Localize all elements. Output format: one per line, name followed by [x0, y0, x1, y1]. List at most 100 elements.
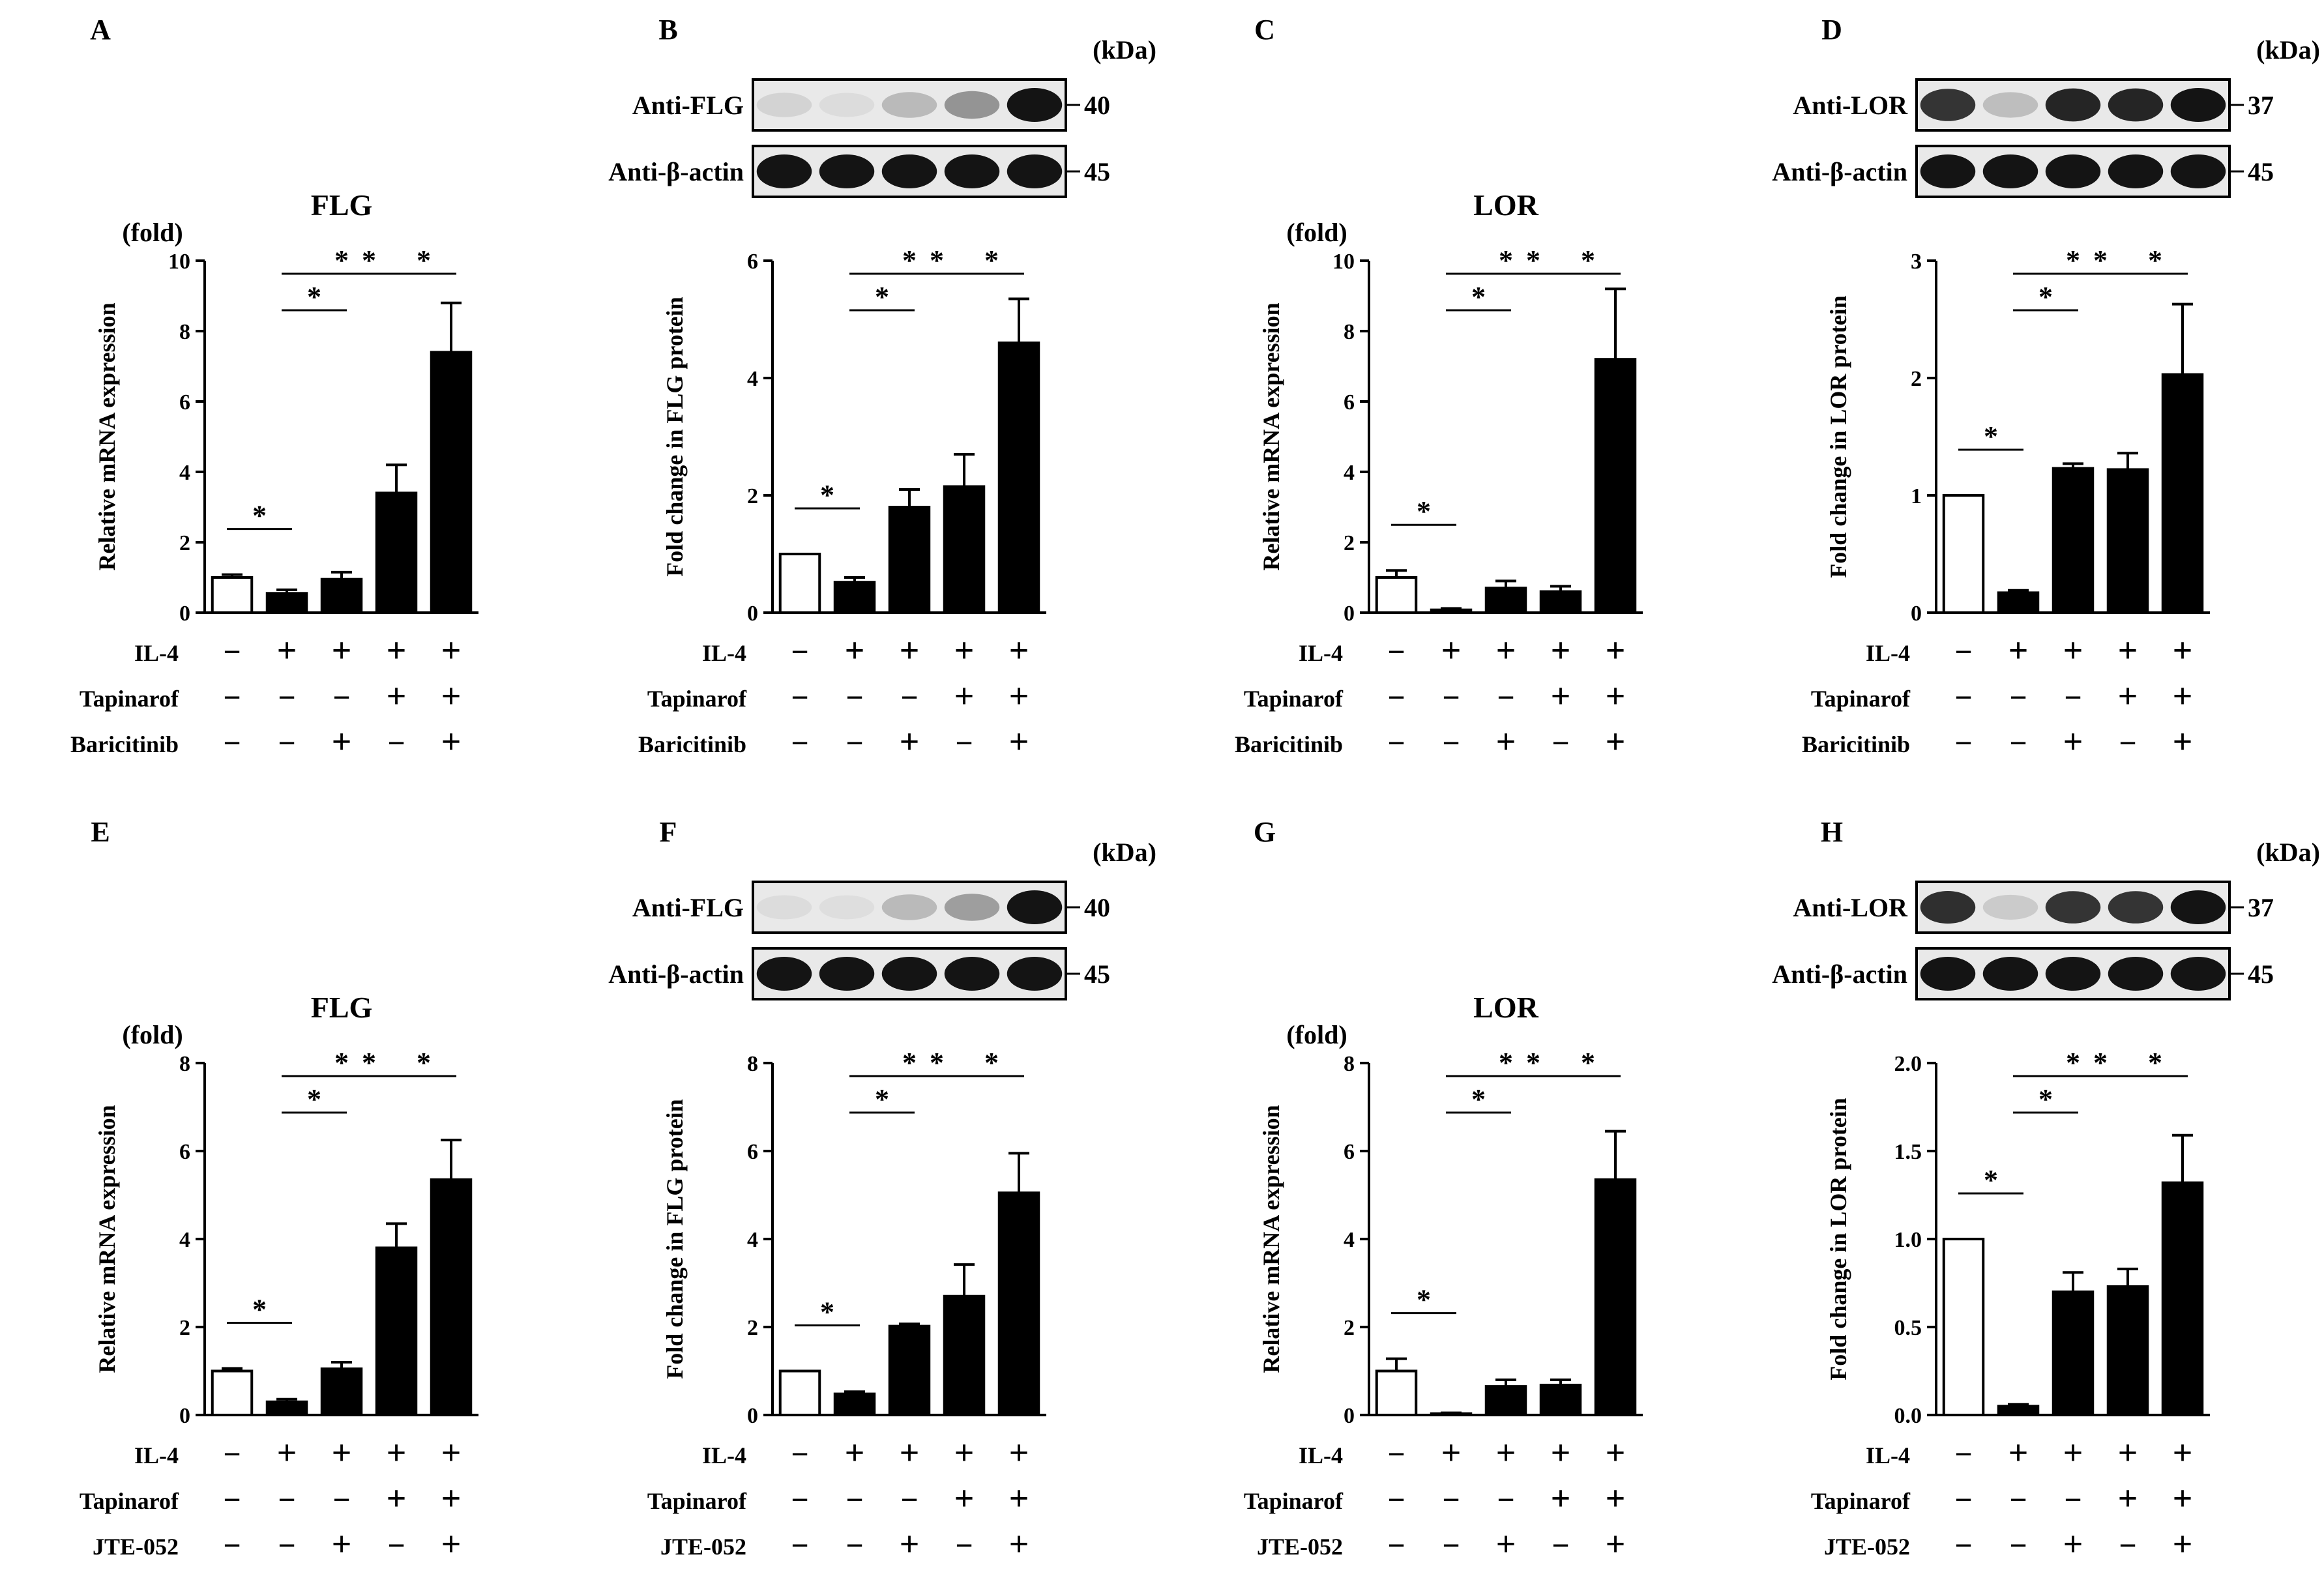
condition-symbol: +: [1606, 722, 1626, 761]
condition-symbol: +: [1009, 1433, 1029, 1472]
y-tick-label: 8: [179, 1052, 190, 1076]
bar: [943, 485, 986, 614]
significance-star: *: [930, 1047, 944, 1079]
condition-symbol: +: [387, 677, 407, 716]
kda-label: (kDa): [2256, 35, 2320, 65]
blot-band: [1982, 92, 2038, 118]
treatment-label: IL-4: [1299, 1442, 1343, 1468]
significance-star: *: [1499, 244, 1513, 276]
significance-star: *: [1417, 1284, 1431, 1316]
y-tick-label: 1.0: [1894, 1228, 1922, 1252]
condition-symbol: +: [1496, 722, 1516, 761]
condition-symbol: −: [2119, 726, 2136, 761]
kda-value: 45: [2248, 157, 2274, 186]
condition-symbol: +: [387, 1479, 407, 1518]
chart-title: FLG: [311, 188, 373, 222]
bar: [2106, 1285, 2149, 1417]
treatment-label: Tapinarof: [80, 1488, 179, 1514]
significance-star: *: [984, 1047, 999, 1079]
condition-symbol: −: [1442, 1528, 1460, 1563]
condition-symbol: +: [900, 631, 920, 670]
chart-title: LOR: [1473, 188, 1538, 222]
blot-band: [1982, 894, 2038, 920]
y-tick-label: 8: [179, 320, 190, 344]
blot-band: [1982, 154, 2038, 188]
condition-symbol: −: [1954, 1483, 1972, 1517]
treatment-label: IL-4: [134, 640, 179, 666]
treatment-label: JTE-052: [660, 1534, 746, 1560]
bar: [1375, 576, 1418, 614]
condition-symbol: +: [1496, 631, 1516, 670]
blot-band: [881, 957, 937, 991]
condition-symbol: −: [278, 726, 295, 761]
condition-symbol: +: [2063, 1433, 2083, 1472]
y-axis-label: Fold change in LOR protein: [1825, 295, 1851, 577]
panel-g: G LOR (fold) Relative mRNA expression 0 2 4 6 8 *…: [1244, 816, 1643, 1564]
significance-star: *: [252, 1293, 267, 1325]
y-tick-label: 0.5: [1894, 1316, 1922, 1340]
condition-symbol: +: [954, 631, 975, 670]
blot-band: [2108, 891, 2164, 924]
panel-label: G: [1254, 816, 1276, 848]
condition-symbol: −: [2009, 680, 2027, 715]
y-tick-label: 4: [1344, 461, 1355, 485]
condition-symbol: −: [1387, 635, 1405, 669]
y-axis-label: Relative mRNA expression: [1258, 302, 1284, 570]
treatment-label: Tapinarof: [80, 686, 179, 712]
bar: [265, 592, 308, 614]
bar: [1539, 1384, 1582, 1416]
y-tick-label: 2: [1344, 531, 1355, 555]
fold-label: (fold): [1286, 218, 1347, 247]
bar: [2161, 373, 2204, 614]
treatment-label: JTE-052: [1257, 1534, 1343, 1560]
y-axis-label: Fold change in LOR protein: [1825, 1098, 1851, 1380]
condition-symbol: +: [1606, 631, 1626, 670]
y-tick-label: 0: [1344, 602, 1355, 626]
panel-b: B Fold change in FLG protein 0 2 4 6 * * * * * IL-4…: [608, 14, 1156, 761]
bar: [320, 577, 363, 615]
significance-star: *: [417, 244, 431, 276]
condition-symbol: −: [2009, 1483, 2027, 1517]
blot-band: [756, 93, 812, 117]
y-tick-label: 6: [179, 390, 190, 415]
y-tick-label: 2: [179, 531, 190, 555]
blot-band: [881, 92, 937, 118]
bar: [430, 1178, 473, 1416]
condition-symbol: −: [2009, 726, 2027, 761]
condition-symbol: −: [791, 1528, 808, 1563]
condition-symbol: +: [845, 631, 865, 670]
y-tick-label: 4: [1344, 1228, 1355, 1252]
condition-symbol: +: [2118, 1479, 2138, 1518]
condition-symbol: −: [2064, 680, 2081, 715]
condition-symbol: −: [1954, 635, 1972, 669]
significance-star: *: [2093, 244, 2108, 276]
significance-star: *: [2066, 244, 2080, 276]
condition-symbol: +: [2063, 631, 2083, 670]
treatment-label: Tapinarof: [1244, 1488, 1344, 1514]
condition-symbol: −: [1954, 680, 1972, 715]
y-tick-label: 10: [168, 250, 190, 274]
blot-band: [2108, 154, 2164, 188]
condition-symbol: −: [1387, 680, 1405, 715]
condition-symbol: +: [1606, 1525, 1626, 1564]
treatment-label: JTE-052: [93, 1534, 179, 1560]
condition-symbol: +: [441, 722, 462, 761]
condition-symbol: −: [223, 1483, 241, 1517]
bar: [997, 1191, 1040, 1416]
bar: [888, 1324, 931, 1417]
blot-band: [1920, 890, 1976, 924]
blot-label: Anti-LOR: [1793, 91, 1908, 120]
kda-value: 37: [2248, 893, 2274, 922]
fold-label: (fold): [1286, 1020, 1347, 1049]
y-tick-label: 2: [1911, 367, 1922, 391]
significance-star: *: [2148, 1047, 2162, 1079]
significance-star: *: [252, 500, 267, 532]
treatment-label: IL-4: [134, 1442, 179, 1468]
condition-symbol: +: [900, 1433, 920, 1472]
condition-symbol: −: [1954, 1528, 1972, 1563]
blot-band: [881, 894, 937, 920]
condition-symbol: −: [278, 680, 295, 715]
significance-star: *: [1526, 244, 1540, 276]
kda-label: (kDa): [1093, 35, 1156, 65]
bar: [211, 576, 254, 614]
